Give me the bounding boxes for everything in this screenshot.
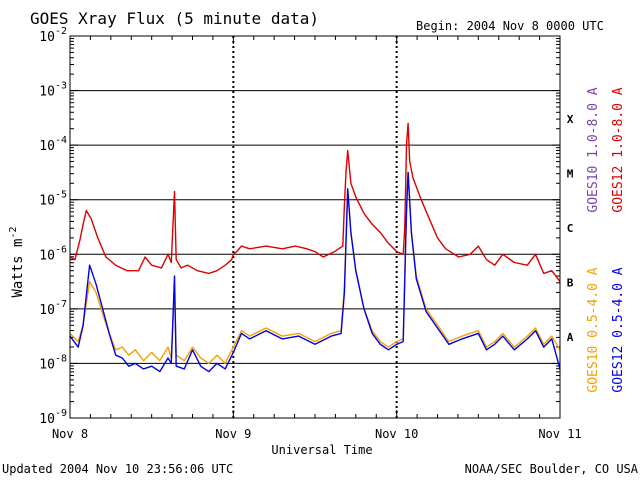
y-tick-label: 10-8: [39, 353, 67, 372]
axis-ticks: [69, 35, 561, 419]
x-axis-label: Universal Time: [271, 443, 372, 457]
chart-title: GOES Xray Flux (5 minute data): [30, 9, 319, 28]
y-tick-label: 10-2: [39, 26, 67, 45]
flare-class-label: M: [567, 167, 574, 180]
plot-grid: [70, 36, 560, 418]
y-axis-label: Watts m-2: [8, 226, 26, 297]
plot-frame: [69, 35, 561, 419]
y-tick-label: 10-6: [39, 244, 67, 263]
series-line-0: [69, 122, 561, 283]
y-tick-label: 10-4: [39, 135, 67, 154]
y-tick-label: 10-3: [39, 81, 67, 100]
series-line-2: [69, 171, 561, 373]
legend-entry: GOES10 1.0-8.0 A: [586, 87, 601, 212]
x-tick-label: Nov 10: [375, 427, 418, 441]
legend-entry: GOES10 0.5-4.0 A: [586, 267, 601, 392]
series-lines: [69, 122, 561, 373]
flare-class-label: B: [567, 277, 574, 290]
y-tick-label: 10-7: [39, 299, 67, 318]
y-tick-label: 10-5: [39, 190, 67, 209]
legend-entry: GOES12 1.0-8.0 A: [611, 87, 626, 212]
legend-entry: GOES12 0.5-4.0 A: [611, 267, 626, 392]
y-tick-label: 10-9: [39, 408, 67, 427]
flare-class-label: C: [567, 222, 574, 235]
y-axis-label-exponent: -2: [8, 226, 19, 238]
begin-label: Begin: 2004 Nov 8 0000 UTC: [416, 19, 604, 33]
flare-class-label: X: [567, 113, 574, 126]
legend: GOES10 1.0-8.0 A GOES12 1.0-8.0 A GOES10 0…: [586, 87, 626, 392]
flare-class-label: A: [567, 331, 574, 344]
x-tick-label: Nov 8: [52, 427, 88, 441]
x-tick-label: Nov 9: [215, 427, 251, 441]
series-line-1: [69, 171, 561, 365]
source-credit: NOAA/SEC Boulder, CO USA: [465, 462, 639, 476]
y-tick-labels: 10-2 10-3 10-4 10-5 10-6 10-7 10-8 10-9: [39, 26, 67, 427]
x-tick-labels: Nov 8 Nov 9 Nov 10 Nov 11: [52, 427, 582, 441]
updated-timestamp: Updated 2004 Nov 10 23:56:06 UTC: [2, 462, 233, 476]
x-tick-label: Nov 11: [538, 427, 581, 441]
flare-class-labels: X M C B A: [567, 113, 574, 344]
y-axis-label-text: Watts m: [10, 239, 26, 298]
